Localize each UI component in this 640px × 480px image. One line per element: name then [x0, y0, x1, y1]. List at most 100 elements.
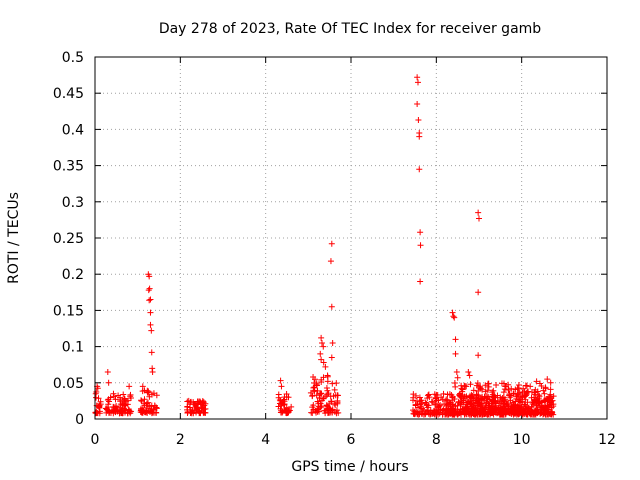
data-point	[454, 406, 461, 413]
x-axis-tick-labels: 0 2 4 6 8 10 12	[91, 432, 616, 448]
data-point	[479, 386, 486, 393]
data-point	[147, 309, 154, 316]
data-point	[279, 408, 286, 415]
data-point	[318, 403, 325, 410]
data-point	[329, 409, 336, 416]
data-point	[425, 391, 432, 398]
data-point	[521, 401, 528, 408]
data-point	[147, 296, 154, 303]
data-point	[436, 410, 443, 417]
data-point	[514, 385, 521, 392]
data-point	[491, 398, 498, 405]
data-point	[120, 391, 127, 398]
data-point	[521, 409, 528, 416]
data-point	[475, 395, 482, 402]
data-point	[528, 394, 535, 401]
data-point	[147, 321, 154, 328]
data-point	[334, 392, 341, 399]
data-point	[467, 381, 474, 388]
data-point	[546, 402, 553, 409]
data-point	[327, 258, 334, 265]
data-point	[440, 390, 447, 397]
data-point	[489, 389, 496, 396]
data-point	[430, 407, 437, 414]
y-axis-tick-labels: 0 0.05 0.1 0.15 0.2 0.25 0.3 0.35 0.4 0.45 0.5	[53, 50, 84, 428]
data-point	[453, 368, 460, 375]
data-point	[476, 408, 483, 415]
x-tick-label: 2	[176, 432, 185, 448]
data-point	[112, 396, 119, 403]
data-point	[472, 397, 479, 404]
data-point	[476, 403, 483, 410]
data-point	[470, 404, 477, 411]
data-point	[324, 372, 331, 379]
data-point	[318, 339, 325, 346]
data-point	[547, 391, 554, 398]
data-point	[139, 383, 146, 390]
data-point	[531, 397, 538, 404]
data-point	[318, 390, 325, 397]
data-point	[96, 404, 103, 411]
data-point	[311, 384, 318, 391]
data-point	[331, 386, 338, 393]
data-point	[312, 376, 319, 383]
data-point	[328, 240, 335, 247]
data-point	[318, 379, 325, 386]
axis-ticks	[94, 56, 608, 420]
y-tick-label: 0.1	[62, 340, 84, 356]
data-point	[481, 411, 488, 418]
data-point	[415, 116, 422, 123]
data-point	[431, 391, 438, 398]
data-point	[465, 405, 472, 412]
data-point	[107, 394, 114, 401]
data-point	[414, 74, 421, 81]
data-point	[310, 384, 317, 391]
data-point	[474, 380, 481, 387]
data-point	[523, 392, 530, 399]
y-tick-label: 0.3	[62, 195, 84, 211]
data-point	[115, 392, 122, 399]
data-point	[148, 391, 155, 398]
data-point	[536, 403, 543, 410]
data-point	[465, 368, 472, 375]
data-point	[500, 397, 507, 404]
data-point	[500, 408, 507, 415]
data-point	[505, 400, 512, 407]
data-point	[106, 408, 113, 415]
data-point	[525, 388, 532, 395]
data-point	[519, 393, 526, 400]
data-point	[146, 273, 153, 280]
data-point	[423, 402, 430, 409]
data-point	[141, 396, 148, 403]
data-point	[277, 377, 284, 384]
data-point	[334, 399, 341, 406]
data-point	[448, 391, 455, 398]
data-point	[94, 410, 101, 417]
data-point	[452, 350, 459, 357]
data-point	[333, 380, 340, 387]
data-point	[509, 405, 516, 412]
data-point	[522, 382, 529, 389]
data-point	[137, 407, 144, 414]
data-point	[286, 407, 293, 414]
data-point	[493, 381, 500, 388]
data-point	[417, 229, 424, 236]
y-tick-label: 0.15	[53, 303, 84, 319]
data-point	[117, 398, 124, 405]
data-point	[124, 410, 131, 417]
data-point	[436, 403, 443, 410]
data-point	[466, 372, 473, 379]
data-point	[184, 406, 191, 413]
data-point	[310, 406, 317, 413]
data-point	[307, 389, 314, 396]
data-point	[460, 399, 467, 406]
data-point	[544, 376, 551, 383]
data-point	[416, 133, 423, 140]
data-point	[108, 406, 115, 413]
data-point	[145, 287, 152, 294]
data-point	[433, 397, 440, 404]
data-point	[110, 390, 117, 397]
data-point	[506, 392, 513, 399]
data-point	[148, 327, 155, 334]
plot-frame	[94, 56, 608, 420]
